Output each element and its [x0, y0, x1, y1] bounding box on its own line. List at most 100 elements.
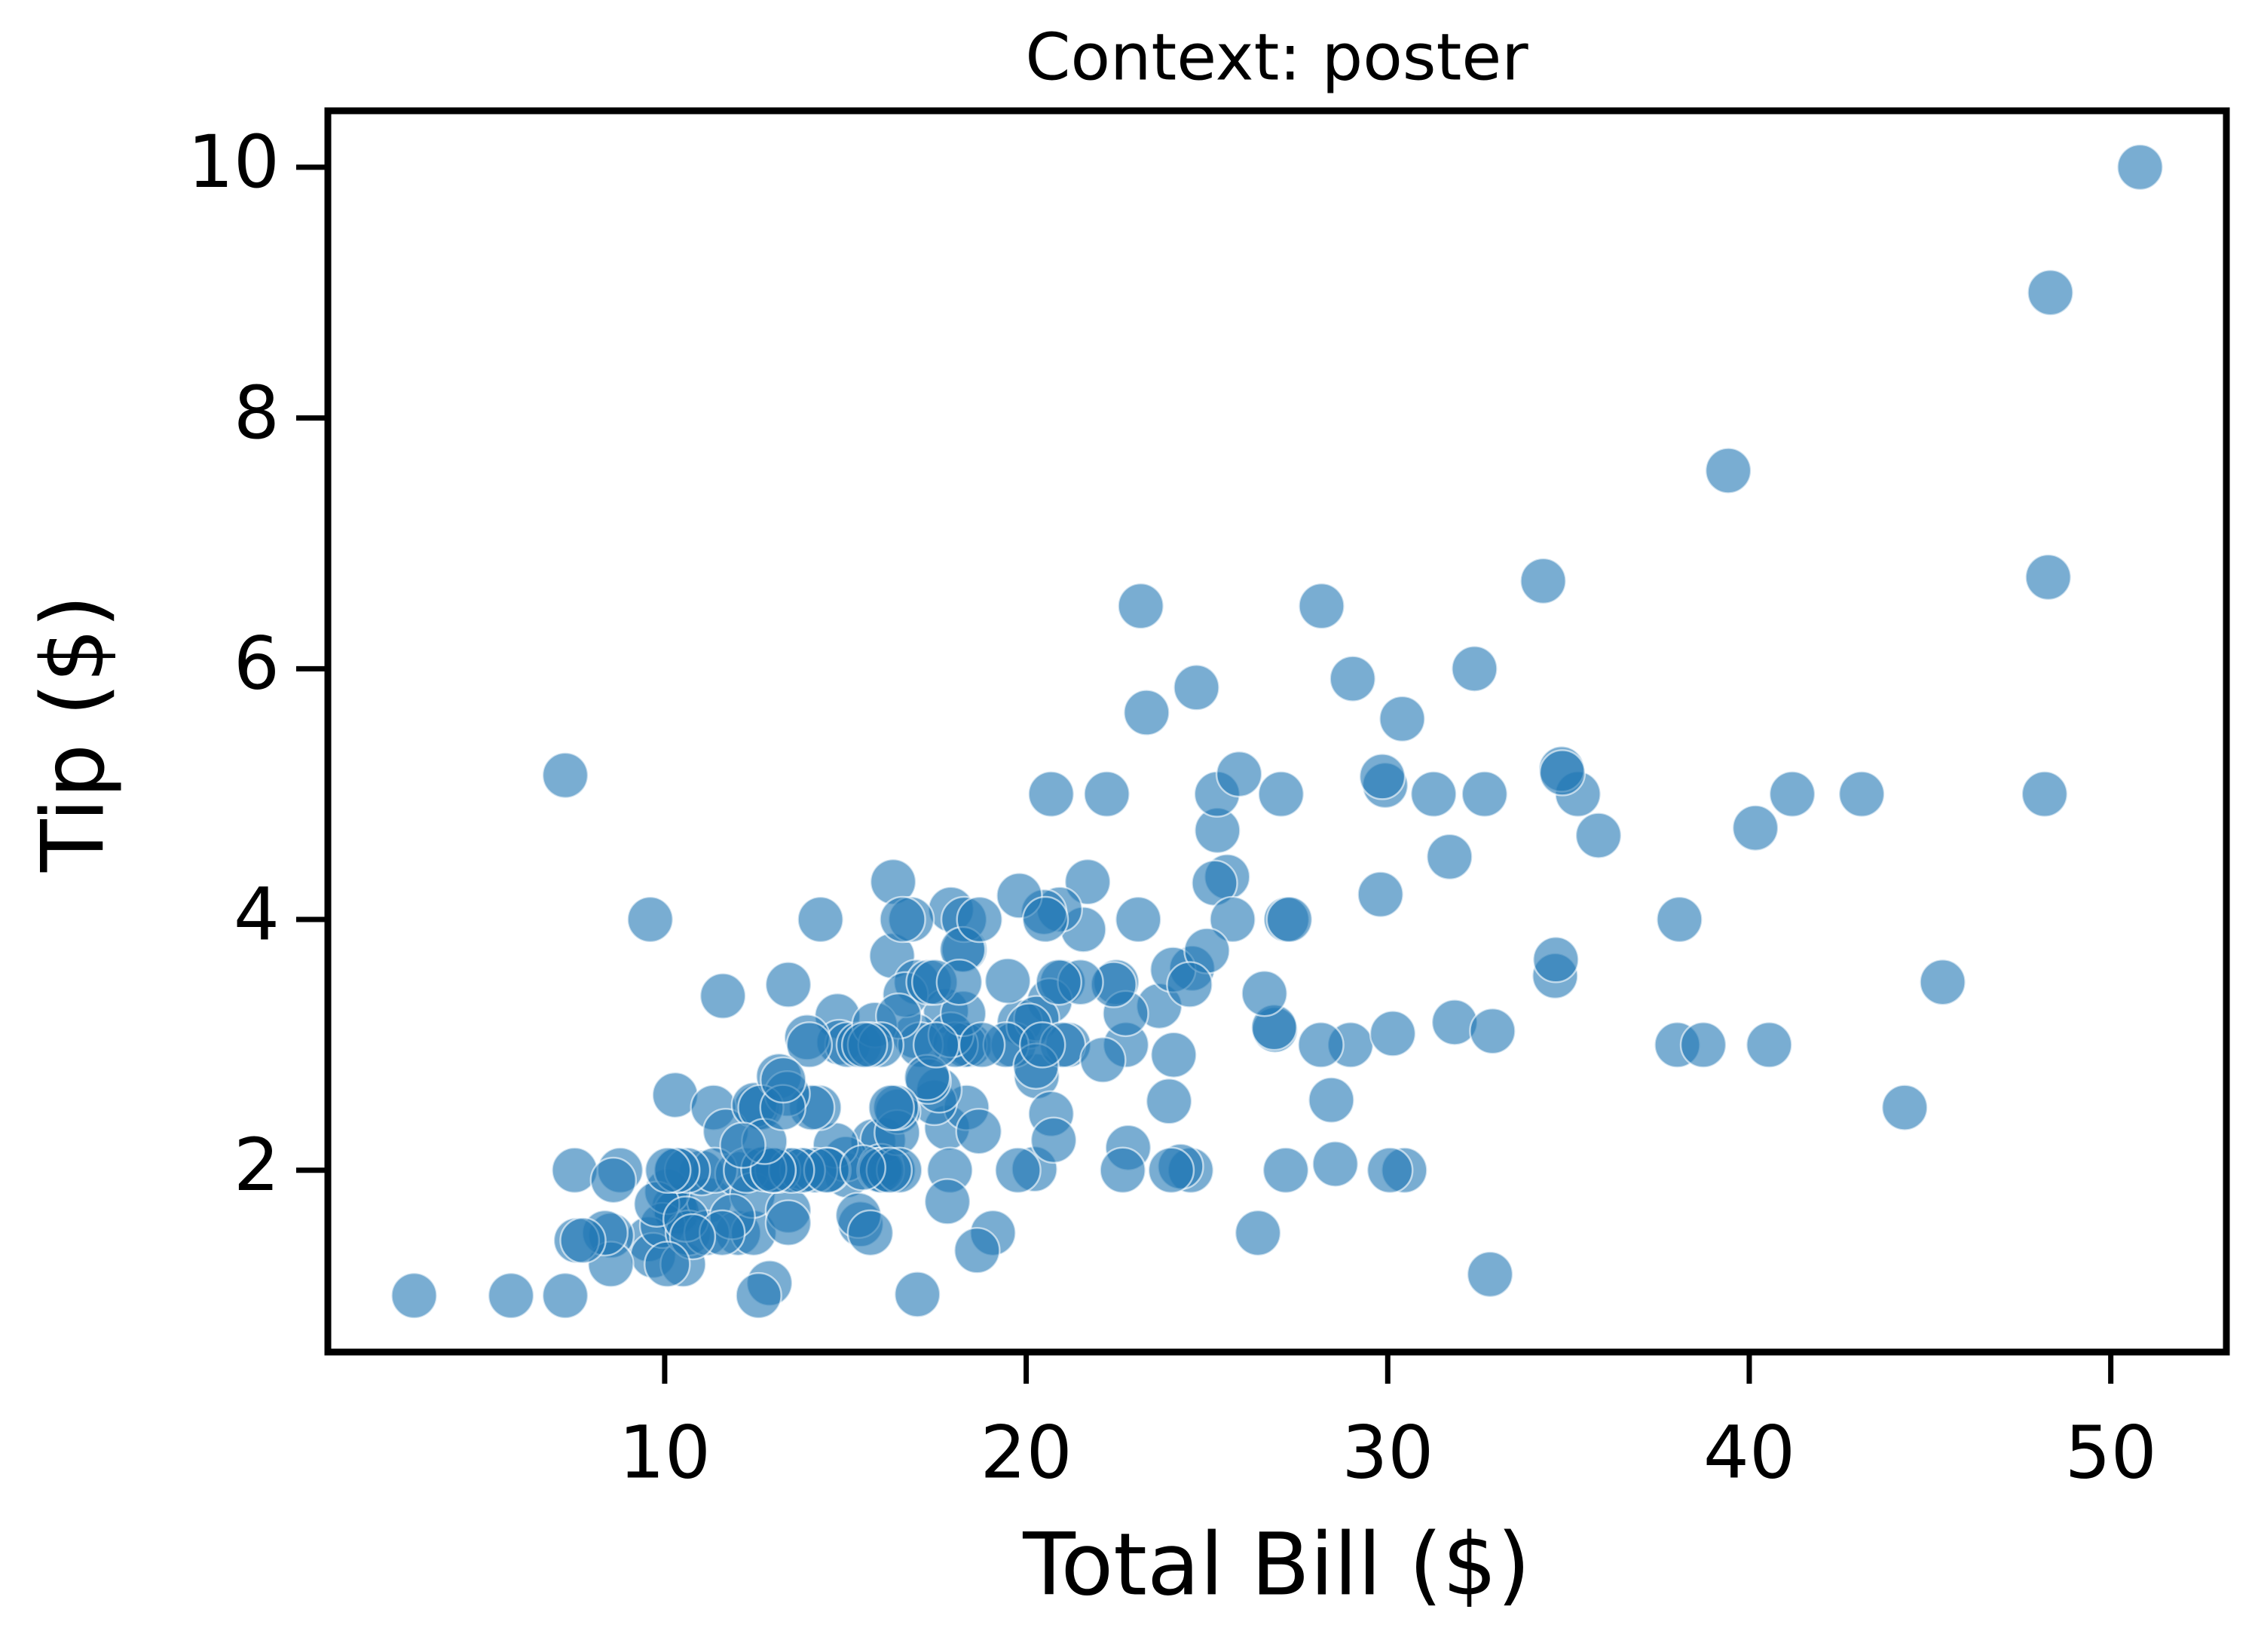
point: [1265, 895, 1314, 944]
point: [1035, 958, 1083, 1006]
point: [1166, 961, 1213, 1008]
point: [867, 1084, 915, 1131]
y-tick-label: 8: [234, 371, 280, 455]
y-tick-label: 2: [234, 1123, 280, 1207]
point: [912, 1021, 960, 1069]
point: [1469, 1007, 1516, 1055]
point: [846, 1209, 895, 1257]
point: [1079, 1036, 1127, 1084]
point: [626, 895, 674, 944]
point: [785, 1021, 834, 1069]
point: [1837, 770, 1886, 818]
point: [559, 1216, 607, 1265]
point: [1378, 695, 1426, 743]
point: [2021, 770, 2069, 818]
point: [994, 1146, 1042, 1195]
point: [1466, 1250, 1514, 1299]
point: [1298, 582, 1345, 630]
point: [1731, 804, 1779, 852]
point: [541, 751, 589, 799]
point: [764, 961, 812, 1008]
point: [955, 1107, 1003, 1155]
point: [487, 1271, 535, 1320]
point: [1679, 1021, 1727, 1069]
point: [551, 1146, 598, 1195]
point: [2027, 268, 2074, 317]
x-axis-label: Total Bill ($): [1022, 1514, 1530, 1614]
point: [1426, 833, 1473, 881]
point: [589, 1156, 638, 1204]
point: [953, 1226, 1001, 1274]
point: [1538, 749, 1586, 797]
point: [1656, 895, 1703, 944]
point: [1145, 1078, 1193, 1125]
plot-frame: [324, 107, 2230, 1356]
point: [541, 1271, 589, 1320]
point: [1768, 770, 1816, 818]
point: [1358, 753, 1406, 800]
point: [1117, 582, 1164, 630]
point: [1746, 1021, 1793, 1069]
point: [1234, 1209, 1282, 1257]
point: [1519, 557, 1567, 605]
point: [1880, 1084, 1929, 1131]
x-tick-label: 30: [1342, 1410, 1433, 1494]
point: [1173, 664, 1220, 711]
point: [1308, 1076, 1355, 1124]
point: [1030, 1116, 1078, 1164]
point: [1357, 870, 1404, 919]
point: [1461, 770, 1509, 818]
point: [1083, 770, 1131, 818]
y-axis-label: Tip ($): [23, 595, 123, 873]
y-tick-label: 6: [234, 622, 280, 706]
point: [839, 1144, 887, 1192]
point: [1574, 812, 1623, 859]
point: [1115, 895, 1162, 944]
point: [1027, 770, 1075, 818]
point: [1215, 750, 1263, 798]
point: [764, 1199, 812, 1247]
point: [1150, 1031, 1198, 1078]
point: [893, 1271, 941, 1318]
chart-title: Context: poster: [1025, 20, 1528, 95]
point: [1297, 1021, 1345, 1069]
point: [1311, 1140, 1359, 1188]
point: [797, 895, 844, 944]
point: [390, 1271, 438, 1320]
point: [1532, 936, 1580, 984]
point: [1366, 1146, 1414, 1195]
point: [2024, 553, 2072, 601]
point: [644, 1241, 691, 1288]
point: [1409, 770, 1458, 818]
point: [1241, 969, 1288, 1017]
point: [1099, 1146, 1146, 1195]
point: [1147, 1146, 1195, 1195]
point: [956, 895, 1003, 944]
point: [1209, 895, 1256, 944]
x-tick-label: 20: [981, 1410, 1072, 1494]
point: [879, 895, 926, 944]
point: [760, 1056, 807, 1104]
x-tick-label: 10: [619, 1410, 711, 1494]
point: [1021, 895, 1069, 944]
point: [1704, 447, 1752, 494]
point: [958, 1021, 1006, 1069]
point: [1123, 689, 1170, 736]
point: [1018, 1021, 1066, 1069]
point: [1369, 1010, 1417, 1057]
point: [840, 1021, 889, 1069]
point: [923, 1178, 971, 1225]
point: [1451, 645, 1498, 693]
point: [2116, 143, 2164, 191]
y-tick-label: 4: [234, 872, 280, 956]
point: [1919, 958, 1966, 1006]
point: [1262, 1146, 1310, 1195]
y-tick-label: 10: [188, 120, 280, 204]
point: [1329, 655, 1377, 702]
point: [935, 958, 984, 1006]
point: [984, 957, 1032, 1005]
point: [719, 1121, 766, 1169]
x-tick-label: 50: [2065, 1410, 2157, 1494]
x-tick-label: 40: [1703, 1410, 1795, 1494]
